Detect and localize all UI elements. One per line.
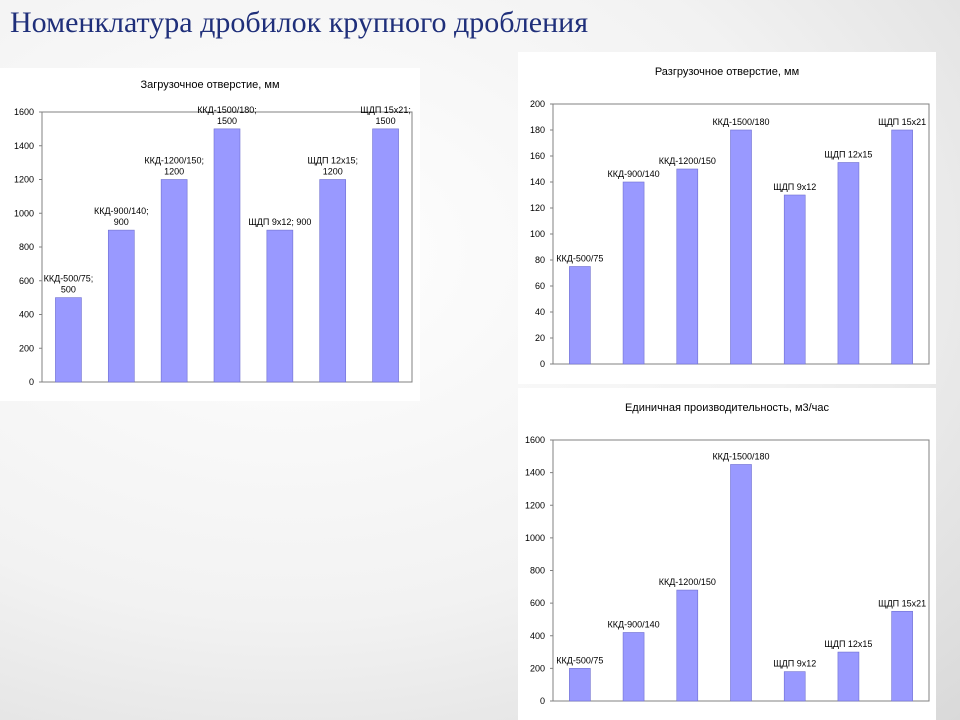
- bar-loading-5: [266, 229, 294, 383]
- data-label: ККД-900/140: [608, 619, 660, 629]
- data-label: 1500: [217, 116, 237, 126]
- chart-title: Разгрузочное отверстие, мм: [655, 66, 799, 78]
- data-label: ККД-500/75;: [44, 274, 94, 284]
- data-label: ККД-500/75: [556, 655, 603, 665]
- chart-title: Единичная производительность, м3/час: [625, 402, 830, 414]
- data-label: ЩДП 15х21: [878, 598, 926, 608]
- bar-discharge-1: [569, 266, 591, 365]
- data-label: ККД-1500/180: [712, 117, 769, 127]
- y-tick-label: 160: [530, 151, 545, 161]
- data-label: ЩДП 15х21: [878, 117, 926, 127]
- data-label: ККД-1200/150;: [144, 156, 204, 166]
- y-tick-label: 1400: [14, 141, 34, 151]
- y-tick-label: 1200: [14, 175, 34, 185]
- bar-discharge-6: [837, 162, 860, 365]
- data-label: ККД-1200/150: [659, 577, 716, 587]
- bar-capacity-6: [837, 651, 860, 702]
- data-label: 500: [61, 285, 76, 295]
- bar-discharge-3: [676, 168, 699, 365]
- data-label: ЩДП 9х12: [773, 659, 816, 669]
- y-tick-label: 0: [540, 359, 545, 369]
- bar-discharge-5: [783, 194, 806, 365]
- data-label: ЩДП 9х12: [773, 182, 816, 192]
- bar-capacity-7: [891, 610, 913, 702]
- data-label: 1500: [376, 116, 396, 126]
- bar-capacity-5: [783, 671, 806, 702]
- bar-loading-1: [55, 297, 82, 383]
- bar-loading-6: [319, 179, 347, 383]
- y-tick-label: 120: [530, 203, 545, 213]
- y-tick-label: 800: [19, 242, 34, 252]
- data-label: 900: [114, 217, 129, 227]
- data-label: ККД-900/140: [608, 169, 660, 179]
- y-tick-label: 400: [19, 310, 34, 320]
- data-label: ЩДП 12х15: [824, 150, 872, 160]
- y-tick-label: 1000: [525, 533, 545, 543]
- bar-loading-7: [372, 128, 399, 383]
- bar-discharge-7: [891, 129, 913, 365]
- slide-title: Номенклатура дробилок крупного дробления: [10, 6, 589, 39]
- data-label: ККД-1200/150: [659, 156, 716, 166]
- chart-loading-opening-svg: Загрузочное отверстие, мм 0 200 400 600 800 10…: [14, 79, 413, 387]
- bar-capacity-4: [730, 464, 752, 702]
- bar-loading-3: [160, 179, 188, 383]
- y-tick-label: 60: [535, 281, 545, 291]
- y-tick-label: 1600: [14, 107, 34, 117]
- y-tick-label: 180: [530, 125, 545, 135]
- data-label: ККД-1500/180: [712, 451, 769, 461]
- bar-discharge-2: [622, 181, 645, 365]
- y-tick-label: 1600: [525, 435, 545, 445]
- y-tick-label: 20: [535, 333, 545, 343]
- bar-capacity-2: [622, 632, 645, 702]
- data-label: ЩДП 9х12; 900: [248, 217, 311, 227]
- bar-discharge-4: [730, 129, 752, 365]
- y-tick-label: 800: [530, 566, 545, 576]
- y-tick-label: 140: [530, 177, 545, 187]
- y-tick-label: 1000: [14, 208, 34, 218]
- data-label: ЩДП 15х21;: [360, 105, 411, 115]
- y-tick-label: 200: [19, 343, 34, 353]
- chart-unit-capacity: Единичная производительность, м3/час 0 200…: [518, 388, 936, 720]
- y-tick-label: 600: [19, 276, 34, 286]
- bar-loading-4: [213, 128, 241, 383]
- data-label: ККД-1500/180;: [197, 105, 257, 115]
- y-tick-label: 200: [530, 663, 545, 673]
- data-label: ККД-500/75: [556, 254, 603, 264]
- y-tick-label: 600: [530, 598, 545, 608]
- y-tick-label: 1200: [525, 500, 545, 510]
- y-tick-label: 200: [530, 99, 545, 109]
- chart-unit-capacity-svg: Единичная производительность, м3/час 0 200…: [525, 402, 930, 706]
- chart-loading-opening: Загрузочное отверстие, мм 0 200 400 600 800 10…: [0, 68, 420, 401]
- data-label: ЩДП 12х15: [824, 639, 872, 649]
- data-label: 1200: [323, 167, 343, 177]
- data-label: ККД-900/140;: [94, 206, 149, 216]
- chart-discharge-opening-svg: Разгрузочное отверстие, мм 0 20 40 60 80 100 12…: [530, 66, 930, 369]
- bar-capacity-1: [569, 668, 591, 702]
- y-tick-label: 100: [530, 229, 545, 239]
- y-tick-label: 0: [29, 377, 34, 387]
- data-label: 1200: [164, 167, 184, 177]
- y-tick-label: 80: [535, 255, 545, 265]
- bar-loading-2: [107, 229, 135, 383]
- chart-discharge-opening: Разгрузочное отверстие, мм 0 20 40 60 80 100 12…: [518, 52, 936, 384]
- y-tick-label: 400: [530, 631, 545, 641]
- y-tick-label: 40: [535, 307, 545, 317]
- data-label: ЩДП 12х15;: [307, 156, 358, 166]
- bar-capacity-3: [676, 589, 699, 702]
- chart-title: Загрузочное отверстие, мм: [140, 79, 279, 91]
- y-tick-label: 1400: [525, 468, 545, 478]
- y-tick-label: 0: [540, 696, 545, 706]
